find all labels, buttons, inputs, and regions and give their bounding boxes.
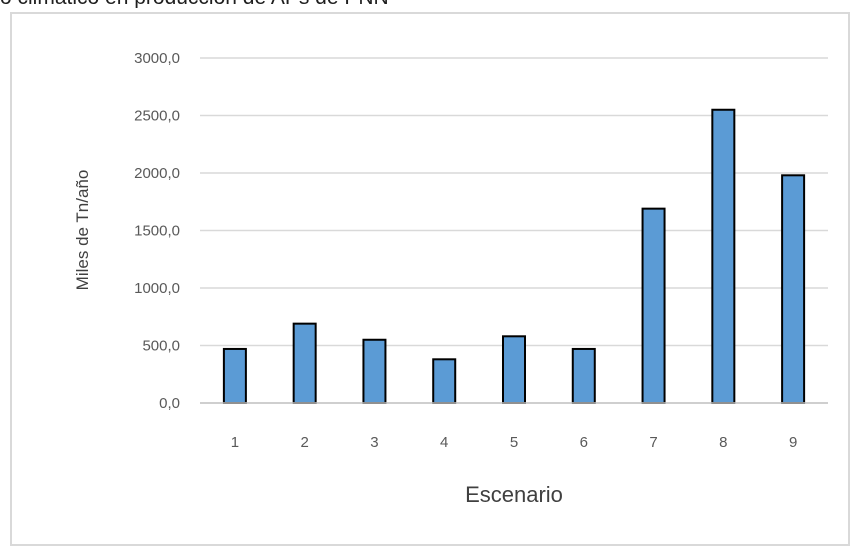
x-tick-label: 7 xyxy=(649,434,657,451)
x-tick-label: 3 xyxy=(370,434,378,451)
figure-caption: o climático en producción de APs de PNN xyxy=(0,0,860,8)
x-tick-label: 2 xyxy=(300,434,308,451)
bar-escenario-7 xyxy=(641,207,666,404)
bar-escenario-3 xyxy=(362,338,387,404)
y-axis-title: Miles de Tn/año xyxy=(73,170,92,291)
y-tick-label: 2500,0 xyxy=(134,108,180,125)
y-tick-label: 0,0 xyxy=(159,395,180,412)
bar-escenario-1 xyxy=(222,347,247,405)
y-tick-label: 3000,0 xyxy=(134,50,180,67)
x-tick-label: 8 xyxy=(719,434,727,451)
x-tick-label: 4 xyxy=(440,434,448,451)
chart-frame xyxy=(10,12,850,546)
bar-escenario-5 xyxy=(502,335,526,404)
bar-escenario-2 xyxy=(292,322,317,404)
y-tick-label: 2000,0 xyxy=(134,165,180,182)
y-tick-labels: 0,0 500,0 1000,0 1500,0 2000,0 2500,0 3000,0 xyxy=(134,50,180,412)
bar-escenario-9 xyxy=(781,174,806,404)
y-tick-label: 1000,0 xyxy=(134,280,180,297)
bar-escenario-4 xyxy=(432,358,457,404)
x-tick-label: 9 xyxy=(789,434,797,451)
x-tick-labels: 1 2 3 4 5 6 7 8 9 xyxy=(231,434,798,451)
x-tick-label: 1 xyxy=(231,434,239,451)
bars xyxy=(222,108,806,405)
y-tick-label: 500,0 xyxy=(142,338,180,355)
x-axis-title: Escenario xyxy=(465,482,563,507)
y-tick-label: 1500,0 xyxy=(134,223,180,240)
bar-escenario-6 xyxy=(571,347,596,405)
x-tick-label: 6 xyxy=(580,434,588,451)
x-tick-label: 5 xyxy=(510,434,518,451)
bar-escenario-8 xyxy=(711,108,736,404)
